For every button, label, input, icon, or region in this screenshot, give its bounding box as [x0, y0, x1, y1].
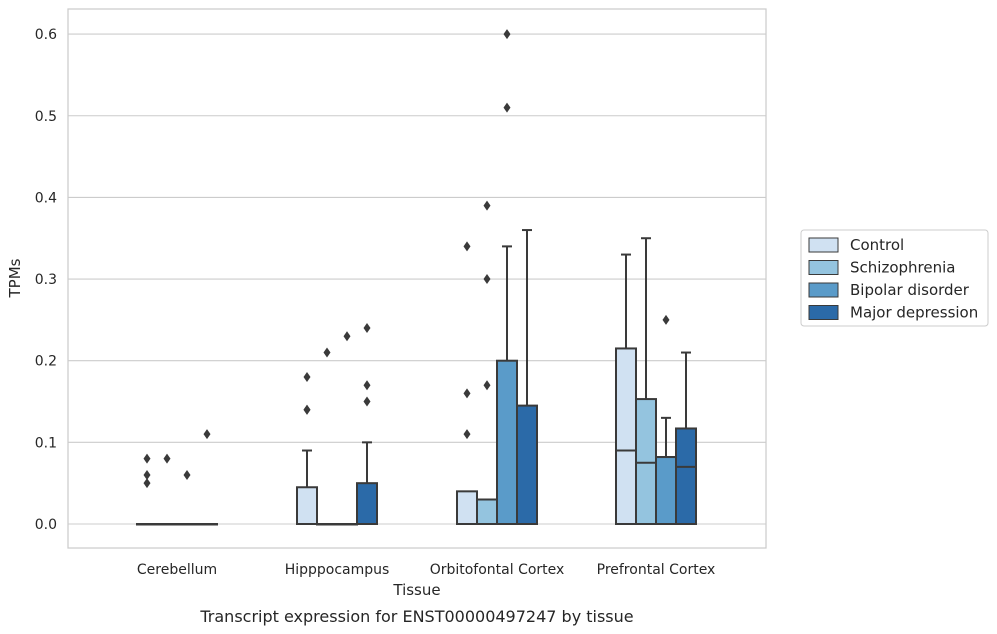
x-axis-label: Tissue — [392, 581, 440, 599]
y-tick-label: 0.0 — [35, 517, 57, 533]
outlier-point — [163, 453, 171, 464]
x-tick-label: Cerebellum — [137, 562, 217, 578]
box-iqr — [456, 490, 478, 525]
legend-label: Major depression — [850, 304, 978, 322]
x-tick-label: Orbitofontal Cortex — [430, 562, 565, 578]
chart-caption: Transcript expression for ENST0000049724… — [199, 607, 633, 626]
outlier-point — [463, 388, 471, 399]
y-tick-label: 0.2 — [35, 354, 57, 370]
y-tick-label: 0.3 — [35, 272, 57, 288]
y-tick-label: 0.5 — [35, 109, 57, 125]
box-major-depression — [516, 229, 538, 526]
legend-swatch — [808, 305, 839, 320]
outlier-point — [463, 241, 471, 252]
legend-swatch — [808, 237, 839, 253]
box-control — [296, 372, 318, 526]
y-tick-labels: 0.0 0.1 0.2 0.3 0.4 0.5 0.6 — [35, 27, 57, 533]
box-schizophrenia — [635, 237, 657, 525]
plot-frame — [67, 8, 767, 549]
outlier-point — [363, 396, 371, 407]
box-iqr — [516, 404, 538, 526]
legend-label: Schizophrenia — [850, 259, 955, 277]
outlier-point — [323, 347, 331, 358]
outlier-point — [303, 372, 311, 383]
legend-frame — [800, 229, 989, 327]
outlier-point — [503, 29, 511, 40]
boxes — [136, 29, 697, 526]
box-iqr — [296, 486, 318, 526]
box-schizophrenia — [316, 347, 338, 526]
legend-swatch — [808, 260, 839, 275]
box-major-depression — [196, 429, 218, 526]
legend-label: Control — [850, 236, 904, 254]
box-bipolar-disorder — [496, 29, 518, 526]
box-control — [136, 453, 158, 526]
outlier-point — [463, 429, 471, 440]
outlier-point — [363, 380, 371, 391]
outlier-point — [183, 470, 191, 481]
y-gridlines — [68, 33, 766, 525]
box-bipolar-disorder — [176, 470, 198, 526]
box-iqr — [635, 398, 657, 525]
box-iqr — [615, 347, 637, 526]
x-tick-label: Prefrontal Cortex — [597, 562, 716, 578]
outlier-point — [343, 331, 351, 342]
outlier-point — [303, 404, 311, 415]
y-tick-label: 0.6 — [35, 27, 57, 43]
outlier-point — [483, 200, 491, 211]
box-control — [456, 241, 478, 525]
legend-swatch — [808, 282, 839, 298]
outlier-point — [662, 314, 670, 325]
y-tick-label: 0.1 — [35, 435, 57, 451]
outlier-point — [203, 429, 211, 440]
outlier-point — [503, 102, 511, 113]
box-iqr — [675, 427, 697, 526]
box-schizophrenia — [156, 453, 178, 526]
legend-label: Bipolar disorder — [850, 281, 970, 299]
outlier-point — [143, 453, 151, 464]
y-axis-label: TPMs — [6, 258, 24, 298]
outlier-point — [143, 470, 151, 481]
box-major-depression — [356, 323, 378, 525]
outlier-point — [483, 380, 491, 391]
x-tick-labels: Cerebellum Hipppocampus Orbitofontal Corte… — [137, 562, 715, 578]
box-iqr — [496, 359, 518, 526]
legend: Control Schizophrenia Bipolar disorder Majo… — [800, 229, 989, 327]
y-tick-label: 0.4 — [35, 190, 57, 206]
box-iqr — [356, 482, 378, 525]
box-bipolar-disorder — [655, 314, 677, 525]
box-schizophrenia — [476, 200, 498, 526]
box-bipolar-disorder — [336, 331, 358, 526]
box-major-depression — [675, 351, 697, 526]
x-tick-label: Hipppocampus — [285, 562, 390, 578]
outlier-point — [143, 478, 151, 489]
box-control — [615, 253, 637, 526]
box-iqr — [476, 498, 498, 526]
outlier-point — [363, 323, 371, 334]
outlier-point — [483, 274, 491, 285]
box-iqr — [655, 456, 677, 525]
